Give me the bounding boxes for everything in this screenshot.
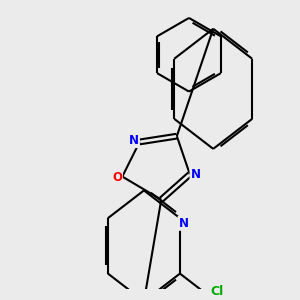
- Text: N: N: [178, 217, 188, 230]
- Text: Cl: Cl: [210, 285, 223, 298]
- Text: N: N: [129, 134, 139, 147]
- Text: N: N: [190, 168, 200, 181]
- Text: O: O: [112, 171, 122, 184]
